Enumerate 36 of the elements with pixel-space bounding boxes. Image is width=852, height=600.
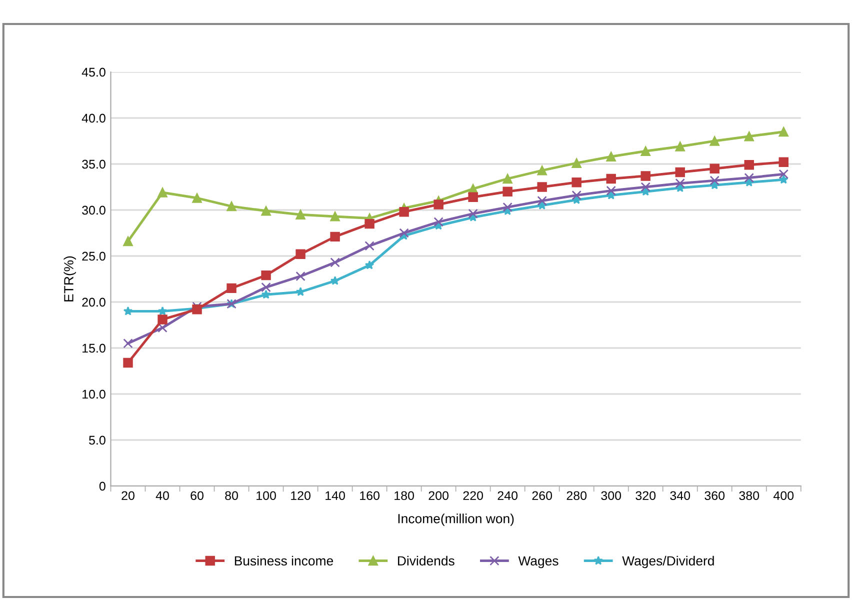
- legend-label: Business income: [234, 556, 334, 566]
- x-tick-label: 160: [360, 491, 380, 500]
- x-tick-label: 400: [773, 491, 794, 500]
- x-tick-label: 140: [326, 491, 345, 500]
- legend-label: Wages/Dividerd: [622, 556, 714, 568]
- legend-label: Wages: [518, 556, 558, 568]
- y-tick-label: 40.0: [82, 114, 106, 123]
- x-tick-label: 100: [256, 491, 276, 500]
- x-axis-title: Income(million won): [398, 514, 514, 526]
- x-tick-label: 200: [428, 491, 449, 500]
- x-tick-label: 300: [601, 491, 622, 500]
- x-tick-label: 260: [532, 491, 552, 500]
- y-tick-label: 5.0: [89, 436, 106, 445]
- x-tick-label: 20: [122, 491, 134, 500]
- x-tick-label: 120: [291, 491, 310, 500]
- x-tick-label: 240: [498, 491, 518, 500]
- x-tick-label: 220: [463, 491, 484, 500]
- x-tick-label: 80: [225, 491, 238, 500]
- x-tick-label: 180: [394, 491, 414, 500]
- x-tick-label: 280: [566, 491, 587, 500]
- x-tick-label: 380: [739, 491, 760, 500]
- x-tick-label: 40: [156, 491, 169, 500]
- x-tick-label: 340: [670, 491, 690, 500]
- y-tick-label: 0: [99, 482, 106, 491]
- x-tick-label: 360: [704, 491, 725, 500]
- y-tick-label: 45.0: [82, 68, 106, 77]
- y-tick-label: 20.0: [82, 298, 106, 307]
- y-tick-label: 25.0: [82, 252, 106, 261]
- x-tick-label: 60: [190, 491, 204, 500]
- y-axis-title: ETR(%): [64, 256, 76, 302]
- x-tick-label: 320: [636, 491, 656, 500]
- y-tick-label: 10.0: [82, 390, 106, 399]
- y-tick-label: 15.0: [82, 344, 106, 353]
- y-tick-label: 30.0: [82, 206, 106, 215]
- y-tick-label: 35.0: [82, 160, 106, 169]
- legend-label: Dividends: [398, 556, 454, 566]
